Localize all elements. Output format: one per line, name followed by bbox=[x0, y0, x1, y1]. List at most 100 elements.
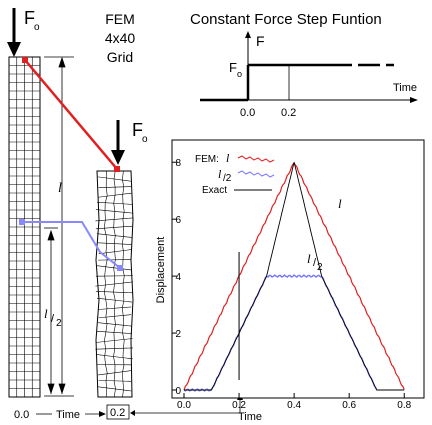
mesh-row-line bbox=[98, 259, 132, 261]
step-force-label: F bbox=[229, 60, 237, 75]
step-x-label: Time bbox=[393, 82, 417, 94]
legend-label-exact: Exact bbox=[202, 185, 227, 196]
step-title: Constant Force Step Funtion bbox=[190, 11, 382, 28]
mesh-row-line bbox=[96, 201, 133, 205]
mesh-column-line bbox=[113, 170, 116, 398]
dim-length-arrow-top bbox=[58, 56, 66, 68]
dim-half-arrow-bottom bbox=[47, 383, 55, 395]
mesh-row-line bbox=[98, 192, 132, 198]
chart-y-label: Displacement bbox=[155, 237, 167, 304]
step-force-sub: o bbox=[237, 69, 242, 79]
mesh-row-line bbox=[95, 225, 133, 230]
step-tick-1: 0.2 bbox=[281, 107, 296, 119]
time-axis-start: 0.0 bbox=[14, 409, 29, 421]
x-tick-label: 0.8 bbox=[397, 400, 411, 411]
chart-frame bbox=[171, 139, 425, 399]
mesh-row-line bbox=[95, 290, 133, 294]
legend-label-half-slash: /2 bbox=[223, 173, 232, 184]
mesh-row-line bbox=[95, 347, 133, 350]
length-label: l bbox=[58, 181, 62, 196]
y-tick-label: 0 bbox=[175, 386, 181, 397]
step-y-arrow bbox=[245, 31, 251, 38]
mesh-row-line bbox=[96, 265, 133, 271]
chart-series bbox=[183, 162, 405, 392]
mesh-row-line bbox=[98, 322, 132, 327]
wave-front-full-start-marker bbox=[22, 57, 28, 63]
legend-swatch-half bbox=[237, 170, 275, 178]
mesh-row-line bbox=[98, 380, 132, 382]
wave-front-half-start-marker bbox=[19, 219, 25, 225]
dim-length-arrow-bottom bbox=[58, 383, 66, 395]
right-force-arrow bbox=[111, 120, 125, 165]
step-function: Constant Force Step Funtion F F o Time 0… bbox=[190, 11, 418, 119]
y-tick-label: 4 bbox=[175, 272, 181, 283]
step-tick-0: 0.0 bbox=[240, 107, 255, 119]
legend-title: FEM: bbox=[195, 154, 219, 165]
time-link-line bbox=[135, 396, 241, 414]
undeformed-mesh bbox=[9, 57, 40, 397]
step-x-arrow bbox=[410, 97, 418, 103]
right-force-subscript: o bbox=[142, 134, 148, 145]
mesh-row-line bbox=[98, 386, 132, 392]
step-y-label: F bbox=[256, 33, 265, 49]
left-force-head bbox=[7, 42, 21, 57]
right-force-label: F bbox=[132, 120, 143, 140]
x-tick-label: 0.4 bbox=[287, 400, 301, 411]
mesh-row-line bbox=[98, 314, 132, 319]
legend-swatch-full bbox=[237, 155, 275, 163]
fem-label-line1: FEM bbox=[105, 11, 135, 27]
left-force-subscript: o bbox=[34, 22, 40, 33]
mesh-column-line bbox=[121, 170, 125, 398]
undeformed-grid bbox=[8, 56, 41, 398]
mesh-row-line bbox=[98, 242, 132, 245]
half-length-slash: / bbox=[51, 313, 55, 325]
mesh-row-line bbox=[98, 176, 132, 182]
deformed-mesh bbox=[95, 170, 133, 398]
wave-front-half-end-marker bbox=[117, 265, 123, 271]
wave-front-full-line bbox=[24, 59, 118, 170]
y-tick-label: 8 bbox=[175, 158, 181, 169]
half-length-numerator: l bbox=[44, 306, 48, 321]
left-force-arrow bbox=[7, 8, 21, 57]
time-axis-end: 0.2 bbox=[110, 407, 125, 419]
fem-label-line3: Grid bbox=[107, 49, 133, 65]
annotation-half-den: 2 bbox=[317, 262, 323, 273]
legend-label-full: l bbox=[226, 151, 230, 165]
mesh-row-line bbox=[96, 233, 133, 238]
length-dimension bbox=[44, 56, 74, 397]
x-tick-label: 0.6 bbox=[342, 400, 356, 411]
annotation-full: l bbox=[338, 196, 342, 211]
chart-legend: FEM: l l /2 Exact bbox=[195, 151, 275, 196]
mesh-row-line bbox=[95, 354, 133, 360]
wave-front-half-line bbox=[22, 221, 121, 269]
legend-label-half-num: l bbox=[218, 167, 222, 181]
fem-label-line2: 4x40 bbox=[105, 30, 136, 46]
wave-front-full bbox=[22, 57, 120, 172]
time-axis-end-box bbox=[106, 404, 130, 420]
chart-ticks: 0.0 0.2 0.4 0.6 0.8 0 2 4 6 8 bbox=[172, 158, 412, 411]
left-force-label: F bbox=[24, 8, 35, 28]
y-tick-label: 2 bbox=[175, 329, 181, 340]
time-link-arrow-left bbox=[130, 410, 135, 416]
x-tick-label: 0.0 bbox=[177, 400, 191, 411]
annotation-half-num: l bbox=[307, 251, 311, 266]
mesh-row-line bbox=[96, 330, 133, 334]
x-tick-label: 0.2 bbox=[232, 400, 246, 411]
mesh-row-line bbox=[95, 209, 133, 214]
y-tick-label: 6 bbox=[175, 215, 181, 226]
displacement-chart: 0.0 0.2 0.4 0.6 0.8 0 2 4 6 8 Time Displacement F… bbox=[155, 139, 425, 423]
mesh-row-line bbox=[95, 281, 133, 287]
time-axis-label: Time bbox=[56, 409, 80, 421]
time-axis-arrow bbox=[99, 411, 106, 417]
annotation-half-slash: / bbox=[313, 257, 317, 269]
chart-x-label: Time bbox=[238, 411, 262, 423]
series-line-exact bbox=[184, 162, 405, 391]
deformed-grid bbox=[95, 170, 134, 398]
wave-front-half bbox=[19, 219, 123, 271]
wave-front-full-end-marker bbox=[114, 166, 120, 172]
mesh-row-line bbox=[96, 297, 133, 303]
mesh-column-line bbox=[103, 170, 108, 398]
right-force-head bbox=[111, 150, 125, 165]
